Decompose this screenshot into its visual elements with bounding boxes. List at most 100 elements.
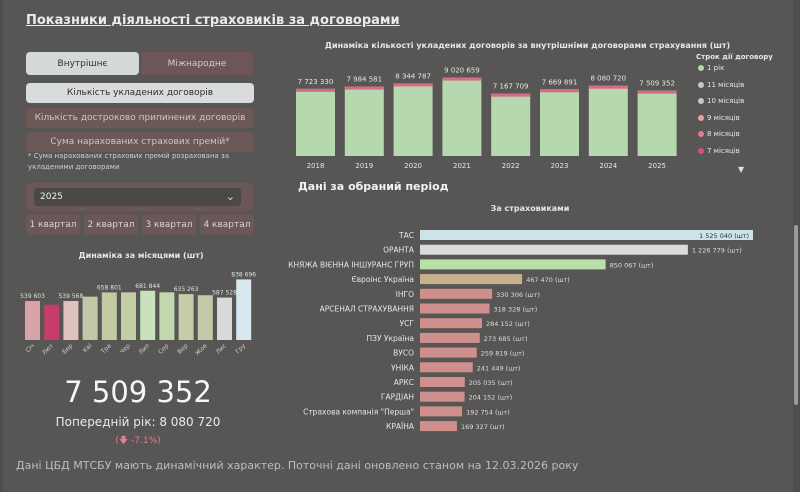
insurer-name: УНІКА (391, 363, 415, 372)
annual-year-tick: 2021 (453, 162, 471, 170)
annual-bar[interactable] (540, 89, 579, 156)
insurer-bar[interactable] (420, 391, 465, 402)
insurer-bar[interactable] (420, 318, 483, 329)
month-bar[interactable] (82, 296, 98, 340)
annual-bar[interactable] (442, 77, 482, 156)
month-bar[interactable] (159, 292, 175, 340)
annual-bar[interactable] (296, 88, 335, 156)
arrow-down-icon: 🡇 (118, 436, 129, 446)
annual-bar-short-term-segment (637, 90, 677, 94)
tab-international[interactable]: Міжнародне (141, 52, 253, 75)
insurer-value-label: 273 685 (шт) (484, 335, 528, 343)
insurer-name: АРКС (394, 378, 414, 387)
month-tick: Лис (215, 342, 228, 355)
metric-count-button[interactable]: Кількість укладених договорів (26, 83, 254, 103)
metric-premiums-button[interactable]: Сума нарахованих страхових премій* (26, 132, 254, 152)
insurer-bar[interactable] (420, 230, 753, 240)
annual-year-tick: 2019 (355, 162, 373, 170)
metric-terminated-button[interactable]: Кількість достроково припинених договорі… (26, 108, 254, 128)
insurer-bar[interactable] (420, 303, 490, 314)
month-bar-label: 681 844 (135, 283, 160, 290)
insurer-bar[interactable] (420, 377, 465, 387)
annual-year-tick: 2025 (648, 162, 666, 170)
quarter-2-button[interactable]: 2 квартал (84, 214, 138, 235)
legend-label: 10 місяців (707, 97, 745, 105)
legend-item[interactable]: 8 місяців (698, 130, 740, 138)
annual-bar[interactable] (637, 90, 677, 156)
month-bar[interactable] (101, 292, 117, 340)
year-select-value: 2025 (40, 192, 63, 202)
annual-bar-label: 7 509 352 (639, 80, 675, 88)
month-tick: Тра (99, 342, 113, 356)
insurer-name: ТАС (398, 231, 414, 240)
insurer-name: Страхова компанія "Перша" (303, 407, 414, 416)
legend-dot-icon (698, 81, 704, 88)
insurer-bar[interactable] (420, 332, 480, 343)
insurer-value-label: 241 449 (шт) (477, 364, 521, 372)
tab-internal[interactable]: Внутрішнє (26, 52, 139, 75)
month-bar[interactable] (121, 292, 136, 340)
insurer-value-label: 204 152 (шт) (469, 394, 513, 402)
change-value: -7.1%) (131, 436, 161, 446)
month-bar-label: 539 568 (58, 293, 83, 300)
month-tick: Бер (61, 342, 74, 355)
legend-label: 11 місяців (707, 80, 745, 89)
month-tick: Гру (234, 342, 247, 355)
month-bar-label: 539 603 (20, 293, 45, 300)
insurer-bar[interactable] (420, 421, 457, 432)
insurer-bar[interactable] (420, 406, 463, 417)
month-tick: Січ (24, 342, 36, 354)
annual-year-tick: 2020 (404, 162, 422, 170)
quarter-1-button[interactable]: 1 квартал (26, 214, 80, 235)
month-bar[interactable] (236, 279, 252, 340)
insurer-value-label: 330 306 (шт) (496, 291, 540, 299)
legend-item[interactable]: 9 місяців (698, 114, 740, 122)
annual-bar-label: 7 723 330 (298, 78, 334, 86)
legend-item[interactable]: 10 місяців (698, 97, 744, 105)
legend-scroll-down-icon[interactable]: ▼ (738, 165, 745, 174)
page-scrollbar[interactable] (794, 225, 798, 405)
annual-bar-short-term-segment (588, 85, 628, 89)
legend-item[interactable]: 1 рік (698, 64, 724, 72)
insurer-name: ПЗУ Україна (367, 334, 414, 343)
year-select-value-box[interactable]: 2025 ⌄ (34, 188, 241, 206)
month-bar[interactable] (197, 295, 213, 340)
insurer-value-label: 318 328 (шт) (494, 306, 538, 314)
insurer-value-label: 1 226 779 (шт) (692, 247, 742, 255)
insurer-bar[interactable] (420, 274, 523, 285)
change-prefix: ( (115, 436, 119, 446)
month-bar[interactable] (140, 290, 156, 340)
legend-item[interactable]: 11 місяців (698, 81, 744, 89)
annual-bar-label: 8 344 787 (395, 72, 431, 80)
annual-bar[interactable] (588, 85, 628, 156)
change-percent: (🡇 -7.1%) (26, 433, 250, 449)
legend-label: 7 місяців (707, 146, 740, 155)
insurer-bar[interactable] (420, 347, 477, 358)
premiums-note: * Сума нарахованих страхових премій розр… (28, 152, 230, 171)
year-select[interactable]: 2025 ⌄ (26, 183, 253, 211)
period-title: Дані за обраний період (298, 180, 449, 193)
annual-year-tick: 2018 (307, 162, 325, 170)
insurer-bar[interactable] (420, 259, 606, 270)
month-bar[interactable] (25, 301, 40, 340)
insurer-name: КРАЇНА (386, 422, 415, 431)
annual-bar[interactable] (344, 86, 384, 156)
insurer-value-label: 205 035 (шт) (469, 379, 513, 387)
quarter-3-button[interactable]: 3 квартал (142, 214, 196, 235)
month-bar[interactable] (44, 304, 60, 340)
month-tick: Чер (119, 342, 132, 355)
annual-bar[interactable] (393, 83, 433, 156)
insurer-bar[interactable] (420, 288, 493, 299)
insurer-name: КНЯЖА ВІЄННА ІНШУРАНС ГРУП (288, 260, 414, 269)
legend-item[interactable]: 7 місяців (698, 147, 740, 155)
insurer-bar[interactable] (420, 362, 473, 373)
month-bar[interactable] (178, 294, 194, 340)
legend-dot-icon (698, 131, 704, 137)
month-bar[interactable] (63, 301, 79, 340)
quarter-4-button[interactable]: 4 квартал (200, 214, 254, 235)
legend-dot-icon (698, 147, 704, 154)
month-bar[interactable] (217, 297, 232, 340)
annual-bar[interactable] (491, 93, 531, 156)
insurer-bar[interactable] (420, 244, 688, 255)
month-tick: Сер (157, 342, 170, 355)
